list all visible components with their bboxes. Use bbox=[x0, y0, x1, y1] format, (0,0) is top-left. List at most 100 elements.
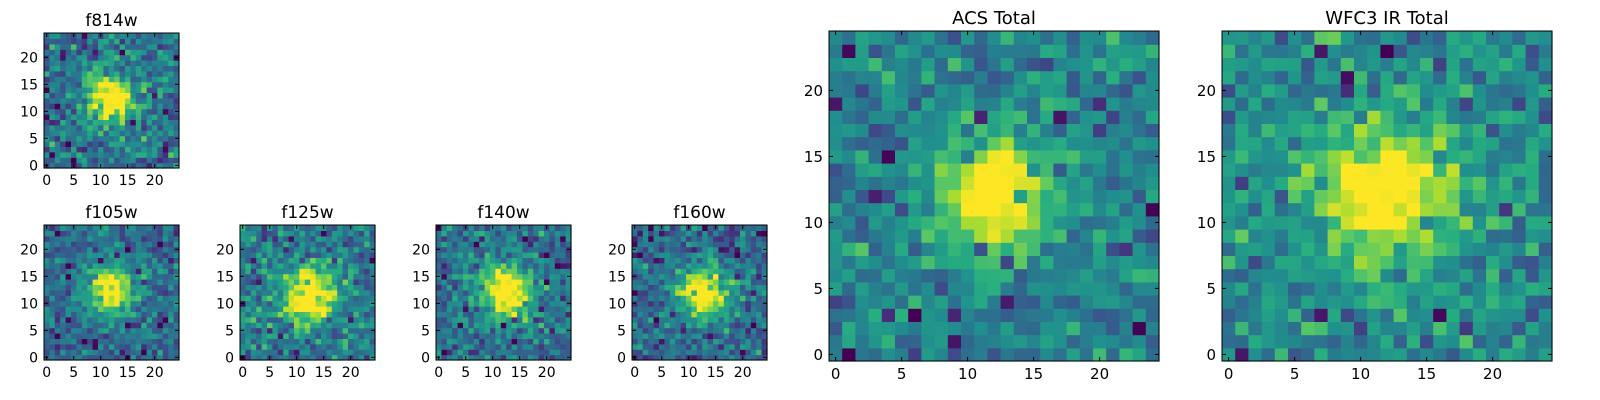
heatmap-cell bbox=[642, 333, 649, 339]
heatmap-cell bbox=[1512, 242, 1527, 256]
heatmap-cell bbox=[288, 349, 295, 356]
heatmap-cell bbox=[304, 322, 311, 329]
heatmap-cell bbox=[1380, 295, 1395, 309]
heatmap-cell bbox=[829, 295, 843, 309]
heatmap-cell bbox=[1525, 321, 1540, 336]
heatmap-cell bbox=[130, 87, 137, 93]
heatmap-cell bbox=[114, 135, 121, 142]
heatmap-cell bbox=[1433, 321, 1447, 336]
heatmap-cell bbox=[272, 246, 279, 253]
heatmap-cell bbox=[1066, 229, 1081, 243]
heatmap-cell bbox=[436, 257, 442, 264]
heatmap-cell bbox=[87, 92, 94, 99]
heatmap-cell bbox=[495, 284, 502, 291]
heatmap-cell bbox=[842, 70, 856, 85]
heatmap-cell bbox=[707, 306, 714, 312]
heatmap-cell bbox=[745, 311, 752, 318]
heatmap-cell bbox=[1420, 163, 1434, 177]
heatmap-cell bbox=[664, 338, 671, 345]
heatmap-cell bbox=[65, 114, 72, 120]
heatmap-cell bbox=[87, 103, 94, 110]
heatmap-cell bbox=[119, 70, 126, 77]
heatmap-cell bbox=[740, 333, 746, 339]
heatmap-cell bbox=[81, 349, 88, 356]
heatmap-cell bbox=[659, 316, 665, 323]
heatmap-cell bbox=[881, 215, 896, 230]
heatmap-cell bbox=[842, 321, 856, 336]
heatmap-cell bbox=[245, 268, 252, 275]
heatmap-cell bbox=[103, 279, 110, 285]
heatmap-cell bbox=[65, 311, 72, 318]
heatmap-cell bbox=[544, 230, 550, 237]
heatmap-cell bbox=[49, 151, 56, 158]
heatmap-cell bbox=[1145, 189, 1160, 204]
heatmap-cell bbox=[934, 321, 949, 336]
heatmap-cell bbox=[987, 97, 1002, 111]
heatmap-cell bbox=[974, 136, 988, 151]
heatmap-cell bbox=[1420, 202, 1434, 217]
heatmap-cell bbox=[1486, 215, 1500, 230]
heatmap-cell bbox=[135, 262, 142, 269]
heatmap-cell bbox=[1327, 31, 1342, 45]
heatmap-cell bbox=[468, 316, 475, 323]
heatmap-cell bbox=[1288, 176, 1302, 190]
heatmap-cell bbox=[691, 316, 698, 323]
heatmap-cell bbox=[119, 92, 126, 99]
heatmap-cell bbox=[934, 97, 949, 111]
heatmap-cell bbox=[855, 110, 870, 124]
heatmap-cell bbox=[369, 284, 376, 291]
heatmap-cell bbox=[60, 252, 67, 258]
heatmap-cell bbox=[1367, 308, 1381, 322]
heatmap-cell bbox=[560, 284, 567, 291]
heatmap-cell bbox=[707, 235, 714, 242]
heatmap-cell bbox=[60, 103, 67, 110]
heatmap-cell bbox=[538, 252, 545, 258]
heatmap-cell bbox=[1248, 44, 1263, 58]
heatmap-cell bbox=[1472, 255, 1487, 270]
heatmap-cell bbox=[549, 333, 556, 339]
heatmap-cell bbox=[294, 333, 300, 339]
x-tick-label: 20 bbox=[1090, 365, 1109, 383]
heatmap-cell bbox=[881, 321, 896, 336]
heatmap-cell bbox=[326, 311, 333, 318]
heatmap-cell bbox=[114, 273, 121, 280]
heatmap-cell bbox=[544, 273, 550, 280]
heatmap-cell bbox=[511, 230, 518, 237]
heatmap-cell bbox=[65, 273, 72, 280]
heatmap-cell bbox=[108, 322, 115, 329]
heatmap-cell bbox=[560, 273, 567, 280]
heatmap-cell bbox=[152, 130, 158, 137]
heatmap-cell bbox=[44, 92, 50, 99]
heatmap-cell bbox=[1486, 308, 1500, 322]
heatmap-cell bbox=[745, 327, 752, 334]
heatmap-cell bbox=[114, 87, 121, 93]
heatmap-cell bbox=[76, 322, 83, 329]
heatmap-cell bbox=[65, 316, 72, 323]
heatmap-cell bbox=[479, 235, 486, 242]
heatmap-cell bbox=[135, 333, 142, 339]
heatmap-cell bbox=[829, 149, 843, 164]
heatmap-cell bbox=[54, 322, 61, 329]
heatmap-cell bbox=[1053, 136, 1068, 151]
heatmap-cell bbox=[250, 333, 257, 339]
heatmap-cell bbox=[881, 189, 896, 204]
heatmap-cell bbox=[44, 119, 50, 126]
heatmap-cell bbox=[87, 273, 94, 280]
heatmap-cell bbox=[1288, 202, 1302, 217]
heatmap-cell bbox=[829, 215, 843, 230]
heatmap-cell bbox=[1093, 149, 1107, 164]
heatmap-cell bbox=[1459, 215, 1474, 230]
heatmap-cell bbox=[1486, 189, 1500, 204]
heatmap-cell bbox=[337, 262, 344, 269]
heatmap-cell bbox=[272, 333, 279, 339]
heatmap-cell bbox=[288, 273, 295, 280]
heatmap-cell bbox=[92, 130, 99, 137]
heatmap-cell bbox=[108, 279, 115, 285]
heatmap-cell bbox=[256, 327, 263, 334]
heatmap-cell bbox=[1433, 31, 1447, 45]
heatmap-cell bbox=[1093, 83, 1107, 98]
heatmap-cell bbox=[135, 33, 142, 39]
heatmap-cell bbox=[304, 225, 311, 231]
heatmap-cell bbox=[54, 54, 61, 61]
